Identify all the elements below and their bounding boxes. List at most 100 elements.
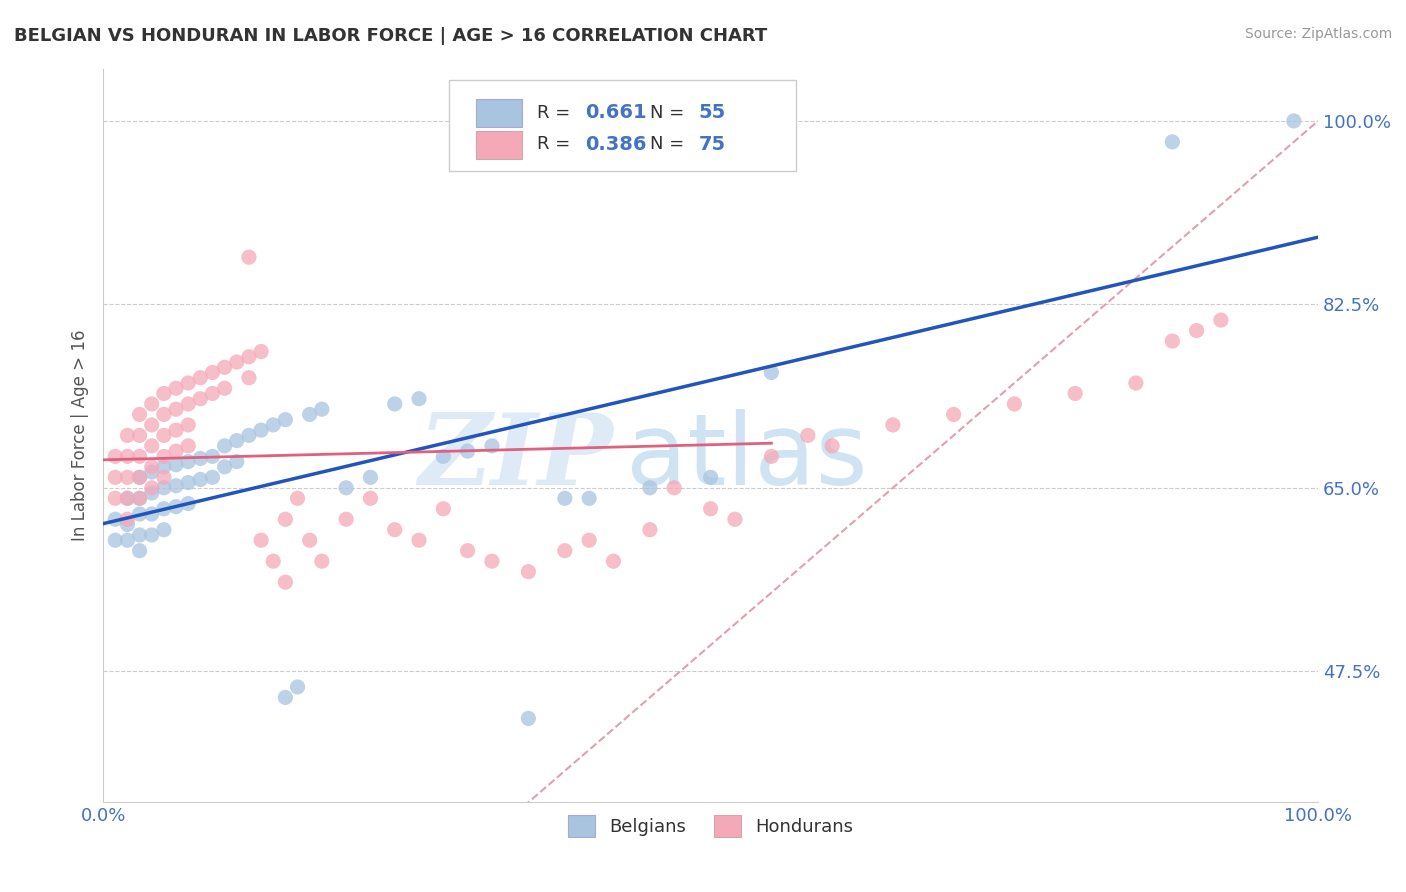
Point bbox=[201, 470, 224, 484]
Point bbox=[201, 366, 224, 380]
Point bbox=[141, 528, 163, 542]
Point bbox=[250, 533, 273, 548]
Point bbox=[165, 402, 187, 417]
Point bbox=[177, 454, 200, 468]
Point bbox=[128, 491, 150, 506]
Point bbox=[188, 472, 211, 486]
Point bbox=[214, 381, 236, 395]
Point bbox=[554, 491, 576, 506]
Point bbox=[201, 386, 224, 401]
Point bbox=[1125, 376, 1147, 390]
Point bbox=[225, 355, 247, 369]
Point bbox=[481, 554, 503, 568]
Point bbox=[177, 496, 200, 510]
Point bbox=[117, 491, 139, 506]
Point bbox=[1209, 313, 1232, 327]
Point bbox=[165, 458, 187, 472]
Point bbox=[165, 381, 187, 395]
Text: R =: R = bbox=[537, 135, 571, 153]
Point bbox=[699, 470, 721, 484]
Point bbox=[177, 417, 200, 432]
Point bbox=[481, 439, 503, 453]
Point bbox=[578, 491, 600, 506]
Point bbox=[457, 543, 479, 558]
Point bbox=[408, 392, 430, 406]
Point bbox=[311, 402, 333, 417]
Point bbox=[153, 523, 176, 537]
Point bbox=[457, 444, 479, 458]
Text: ZIP: ZIP bbox=[419, 409, 613, 506]
Point bbox=[517, 565, 540, 579]
Point bbox=[724, 512, 747, 526]
Point bbox=[141, 459, 163, 474]
Point bbox=[117, 533, 139, 548]
Point bbox=[214, 360, 236, 375]
Point bbox=[238, 428, 260, 442]
Point bbox=[1282, 114, 1305, 128]
Point bbox=[128, 450, 150, 464]
Point bbox=[165, 423, 187, 437]
Point bbox=[274, 412, 297, 426]
Point bbox=[128, 470, 150, 484]
Legend: Belgians, Hondurans: Belgians, Hondurans bbox=[561, 808, 860, 845]
Point bbox=[238, 370, 260, 384]
Point bbox=[128, 491, 150, 506]
Point bbox=[1064, 386, 1087, 401]
Point bbox=[384, 397, 406, 411]
Point bbox=[128, 428, 150, 442]
Point bbox=[141, 397, 163, 411]
Text: N =: N = bbox=[650, 135, 685, 153]
Point bbox=[165, 444, 187, 458]
Text: 75: 75 bbox=[699, 135, 725, 153]
Point bbox=[225, 454, 247, 468]
Point bbox=[250, 423, 273, 437]
Text: N =: N = bbox=[650, 103, 685, 121]
Point bbox=[1161, 135, 1184, 149]
Point bbox=[128, 408, 150, 422]
Point bbox=[1185, 324, 1208, 338]
Point bbox=[359, 491, 381, 506]
Point bbox=[797, 428, 820, 442]
Point bbox=[188, 370, 211, 384]
Point bbox=[882, 417, 904, 432]
Point bbox=[177, 376, 200, 390]
Point bbox=[942, 408, 965, 422]
Point bbox=[188, 392, 211, 406]
Point bbox=[638, 523, 661, 537]
Point bbox=[250, 344, 273, 359]
Point bbox=[104, 450, 127, 464]
Point bbox=[177, 475, 200, 490]
Point bbox=[128, 543, 150, 558]
Point bbox=[177, 439, 200, 453]
Point bbox=[141, 417, 163, 432]
Point bbox=[225, 434, 247, 448]
Point bbox=[298, 533, 321, 548]
Point bbox=[821, 439, 844, 453]
Point bbox=[274, 690, 297, 705]
Point bbox=[104, 512, 127, 526]
Point bbox=[117, 470, 139, 484]
Point bbox=[117, 512, 139, 526]
Point bbox=[287, 491, 309, 506]
Point bbox=[638, 481, 661, 495]
Point bbox=[153, 386, 176, 401]
Point bbox=[238, 350, 260, 364]
Point bbox=[188, 451, 211, 466]
Point bbox=[664, 481, 686, 495]
Point bbox=[117, 450, 139, 464]
Point bbox=[214, 459, 236, 474]
Point bbox=[287, 680, 309, 694]
Point bbox=[432, 450, 454, 464]
Point bbox=[165, 500, 187, 514]
Point bbox=[761, 366, 783, 380]
Point bbox=[578, 533, 600, 548]
Point bbox=[1002, 397, 1025, 411]
Point bbox=[128, 528, 150, 542]
Point bbox=[298, 408, 321, 422]
Point bbox=[262, 554, 284, 568]
Text: BELGIAN VS HONDURAN IN LABOR FORCE | AGE > 16 CORRELATION CHART: BELGIAN VS HONDURAN IN LABOR FORCE | AGE… bbox=[14, 27, 768, 45]
Point bbox=[128, 507, 150, 521]
FancyBboxPatch shape bbox=[477, 131, 522, 159]
Point bbox=[141, 465, 163, 479]
Point bbox=[201, 450, 224, 464]
